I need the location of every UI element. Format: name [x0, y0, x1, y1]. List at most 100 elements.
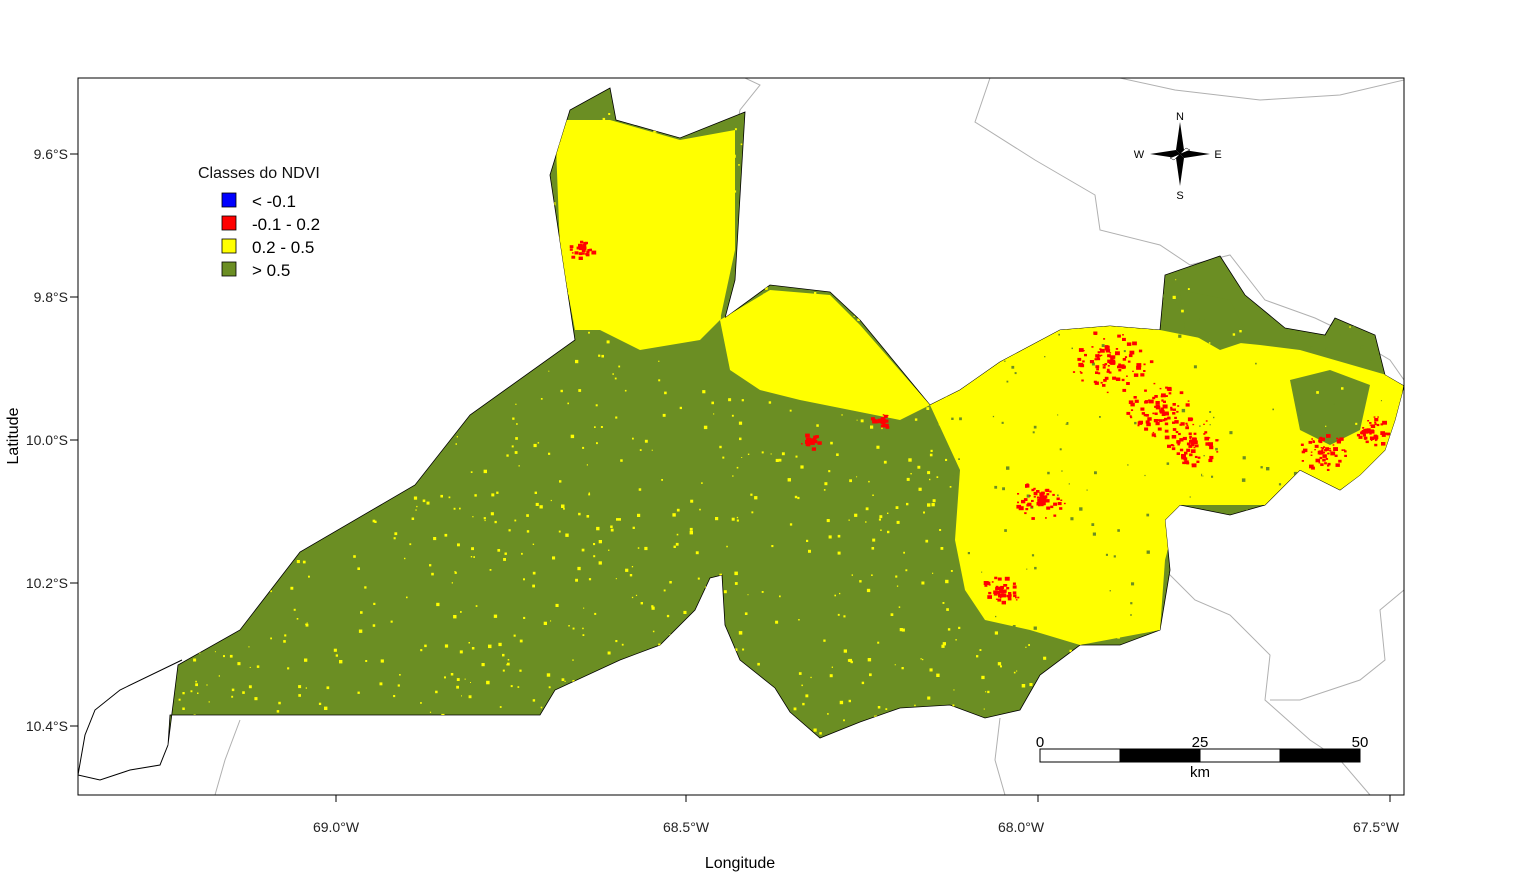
ndvi-speck	[1187, 179, 1191, 183]
ndvi-speck	[448, 356, 451, 359]
low-ndvi-speck	[1149, 399, 1154, 404]
ndvi-speck	[306, 531, 309, 534]
ndvi-speck	[187, 726, 189, 729]
ndvi-speck	[1015, 244, 1019, 248]
low-ndvi-speck	[1185, 426, 1189, 430]
ndvi-speck	[860, 378, 863, 381]
ndvi-speck	[1381, 526, 1385, 530]
ndvi-speck	[1209, 246, 1211, 248]
ndvi-speck	[732, 154, 736, 158]
ndvi-speck	[931, 163, 934, 166]
ndvi-speck	[186, 131, 190, 135]
low-ndvi-speck	[1168, 392, 1172, 395]
ndvi-speck	[864, 350, 866, 352]
ndvi-speck	[171, 175, 174, 178]
ndvi-speck	[229, 654, 233, 658]
ndvi-speck	[552, 302, 556, 305]
ndvi-speck	[1209, 411, 1212, 413]
low-ndvi-speck	[872, 419, 878, 424]
ndvi-speck	[177, 282, 180, 286]
low-ndvi-speck	[582, 243, 587, 248]
ndvi-speck	[1211, 475, 1214, 478]
ndvi-speck	[1191, 257, 1193, 260]
ndvi-speck	[738, 421, 743, 425]
ndvi-speck	[739, 674, 741, 676]
ndvi-speck	[927, 503, 931, 507]
ndvi-speck	[645, 720, 649, 724]
ndvi-speck	[842, 108, 846, 113]
ndvi-speck	[926, 407, 930, 410]
low-ndvi-speck	[1321, 447, 1324, 450]
ndvi-speck	[1170, 224, 1173, 228]
ndvi-speck	[574, 166, 577, 169]
ndvi-speck	[1227, 706, 1229, 709]
ndvi-speck	[1327, 192, 1331, 196]
ndvi-speck	[497, 549, 501, 552]
ndvi-speck	[303, 145, 305, 147]
ndvi-speck	[1148, 206, 1150, 209]
ndvi-speck	[1250, 179, 1252, 181]
ndvi-speck	[312, 467, 315, 471]
ndvi-speck	[1375, 134, 1379, 138]
ndvi-speck	[303, 410, 306, 413]
ndvi-speck	[334, 435, 338, 439]
ndvi-speck	[1170, 584, 1174, 588]
ndvi-speck	[1287, 271, 1289, 274]
ndvi-speck	[1099, 416, 1101, 418]
ndvi-speck	[1153, 458, 1157, 461]
ndvi-speck	[284, 634, 287, 637]
ndvi-speck	[1324, 205, 1326, 207]
ndvi-speck	[1260, 510, 1262, 512]
ndvi-speck	[1229, 406, 1232, 409]
ndvi-speck	[942, 642, 946, 646]
ndvi-speck	[895, 91, 898, 94]
low-ndvi-speck	[805, 442, 811, 447]
ndvi-speck	[801, 684, 803, 687]
low-ndvi-speck	[1095, 354, 1100, 358]
ndvi-speck	[1227, 499, 1230, 502]
low-ndvi-speck	[1106, 391, 1109, 394]
ndvi-speck	[297, 428, 299, 431]
low-ndvi-speck	[1310, 454, 1313, 456]
low-ndvi-speck	[1339, 437, 1344, 441]
low-ndvi-speck	[1017, 493, 1020, 495]
ndvi-speck	[1127, 700, 1130, 703]
ndvi-speck	[218, 675, 220, 677]
ndvi-speck	[473, 556, 475, 558]
ndvi-speck	[1294, 232, 1296, 234]
ndvi-speck	[1386, 188, 1389, 192]
ndvi-speck	[1218, 439, 1220, 441]
low-ndvi-speck	[1095, 371, 1099, 374]
ndvi-speck	[915, 143, 919, 147]
ndvi-speck	[1324, 498, 1328, 502]
ndvi-speck	[1286, 401, 1289, 404]
ndvi-speck	[774, 273, 778, 277]
ndvi-speck	[1118, 357, 1121, 360]
ndvi-speck	[929, 453, 933, 457]
ndvi-speck	[1338, 334, 1341, 336]
low-ndvi-speck	[1043, 495, 1048, 499]
ndvi-speck	[463, 304, 466, 308]
low-ndvi-speck	[1161, 400, 1164, 402]
ndvi-speck	[1173, 627, 1175, 630]
low-ndvi-speck	[1373, 434, 1378, 438]
ndvi-speck	[967, 352, 971, 356]
ndvi-speck	[896, 585, 899, 587]
ndvi-speck	[1212, 433, 1216, 437]
ndvi-speck	[392, 194, 396, 198]
ndvi-speck	[305, 623, 309, 627]
ndvi-speck	[359, 204, 363, 209]
ndvi-speck	[1263, 656, 1265, 658]
ndvi-speck	[415, 331, 419, 334]
low-ndvi-speck	[1154, 412, 1158, 415]
ndvi-speck	[859, 580, 862, 583]
ndvi-speck	[512, 115, 516, 119]
ndvi-speck	[526, 514, 529, 517]
ndvi-speck	[1305, 299, 1309, 304]
map-frame	[77, 77, 1405, 796]
low-ndvi-speck	[1177, 405, 1180, 407]
ndvi-speck	[1202, 473, 1205, 476]
ndvi-speck	[405, 381, 408, 384]
ndvi-speck	[1028, 644, 1030, 646]
ndvi-speck	[419, 374, 422, 376]
